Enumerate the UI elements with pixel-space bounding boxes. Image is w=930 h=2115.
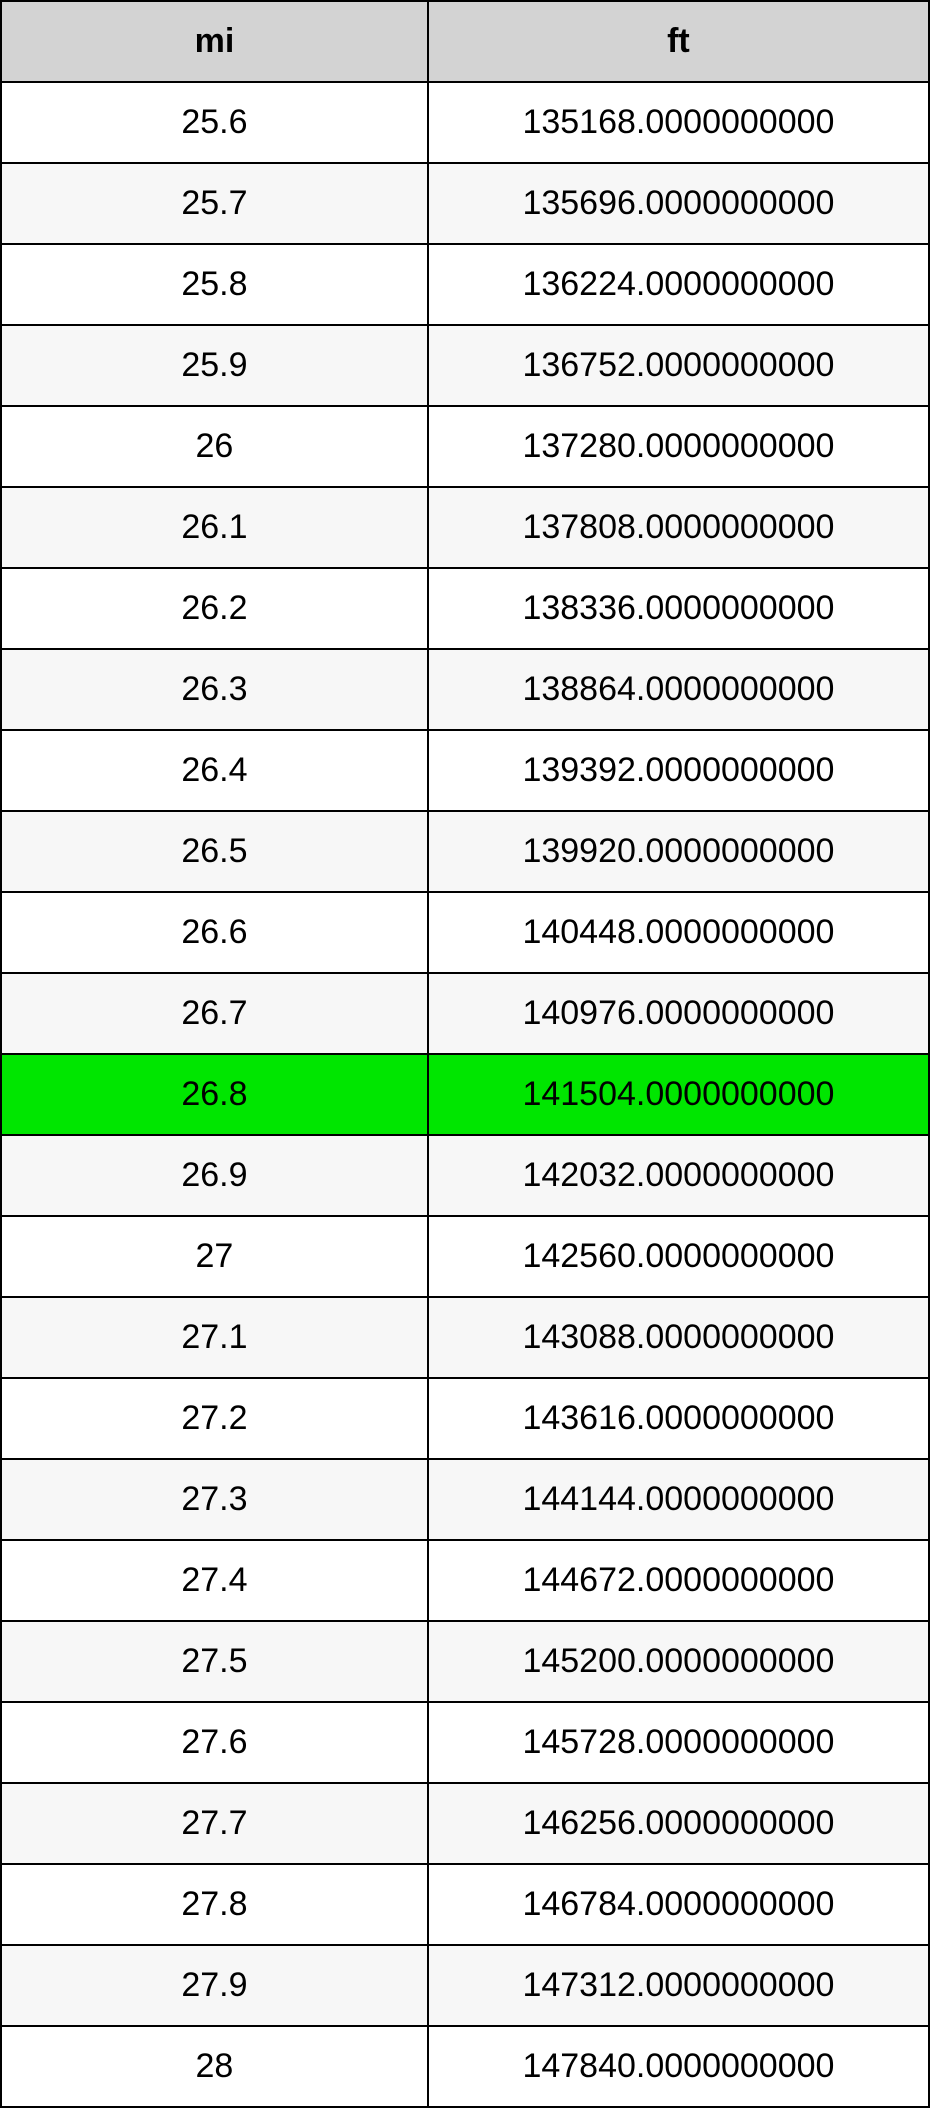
table-row: 26.7140976.0000000000 (1, 973, 929, 1054)
table-row: 26.2138336.0000000000 (1, 568, 929, 649)
cell-ft: 136752.0000000000 (428, 325, 929, 406)
cell-mi: 27.3 (1, 1459, 428, 1540)
cell-mi: 27.9 (1, 1945, 428, 2026)
cell-ft: 138864.0000000000 (428, 649, 929, 730)
table-row: 25.8136224.0000000000 (1, 244, 929, 325)
cell-ft: 147312.0000000000 (428, 1945, 929, 2026)
cell-ft: 145728.0000000000 (428, 1702, 929, 1783)
table-row: 26137280.0000000000 (1, 406, 929, 487)
cell-ft: 144672.0000000000 (428, 1540, 929, 1621)
cell-mi: 27.6 (1, 1702, 428, 1783)
cell-mi: 25.8 (1, 244, 428, 325)
cell-mi: 27.4 (1, 1540, 428, 1621)
table-row: 26.4139392.0000000000 (1, 730, 929, 811)
cell-mi: 25.6 (1, 82, 428, 163)
cell-ft: 146256.0000000000 (428, 1783, 929, 1864)
table-row: 27142560.0000000000 (1, 1216, 929, 1297)
cell-mi: 25.9 (1, 325, 428, 406)
column-header-mi: mi (1, 1, 428, 82)
cell-mi: 26.4 (1, 730, 428, 811)
cell-mi: 27.1 (1, 1297, 428, 1378)
cell-mi: 27.2 (1, 1378, 428, 1459)
table-row: 26.3138864.0000000000 (1, 649, 929, 730)
cell-ft: 139920.0000000000 (428, 811, 929, 892)
table-row: 27.6145728.0000000000 (1, 1702, 929, 1783)
table-row: 27.5145200.0000000000 (1, 1621, 929, 1702)
cell-mi: 26.7 (1, 973, 428, 1054)
cell-ft: 146784.0000000000 (428, 1864, 929, 1945)
conversion-table: mi ft 25.6135168.000000000025.7135696.00… (0, 0, 930, 2108)
table-row: 26.9142032.0000000000 (1, 1135, 929, 1216)
cell-ft: 142032.0000000000 (428, 1135, 929, 1216)
cell-mi: 26.3 (1, 649, 428, 730)
cell-ft: 147840.0000000000 (428, 2026, 929, 2107)
table-row: 27.8146784.0000000000 (1, 1864, 929, 1945)
table-row: 25.9136752.0000000000 (1, 325, 929, 406)
cell-mi: 26.1 (1, 487, 428, 568)
cell-ft: 135168.0000000000 (428, 82, 929, 163)
table-row: 27.9147312.0000000000 (1, 1945, 929, 2026)
table-header-row: mi ft (1, 1, 929, 82)
table-row: 27.1143088.0000000000 (1, 1297, 929, 1378)
cell-ft: 140976.0000000000 (428, 973, 929, 1054)
table-row: 25.7135696.0000000000 (1, 163, 929, 244)
cell-mi: 28 (1, 2026, 428, 2107)
table-row: 28147840.0000000000 (1, 2026, 929, 2107)
cell-ft: 145200.0000000000 (428, 1621, 929, 1702)
cell-ft: 138336.0000000000 (428, 568, 929, 649)
cell-ft: 144144.0000000000 (428, 1459, 929, 1540)
table-row: 26.6140448.0000000000 (1, 892, 929, 973)
cell-ft: 140448.0000000000 (428, 892, 929, 973)
table-row: 26.1137808.0000000000 (1, 487, 929, 568)
table-row: 27.4144672.0000000000 (1, 1540, 929, 1621)
table-row: 26.8141504.0000000000 (1, 1054, 929, 1135)
table-row: 25.6135168.0000000000 (1, 82, 929, 163)
cell-ft: 137280.0000000000 (428, 406, 929, 487)
cell-mi: 26.5 (1, 811, 428, 892)
cell-ft: 139392.0000000000 (428, 730, 929, 811)
cell-ft: 135696.0000000000 (428, 163, 929, 244)
cell-ft: 141504.0000000000 (428, 1054, 929, 1135)
cell-mi: 26.8 (1, 1054, 428, 1135)
cell-mi: 27.8 (1, 1864, 428, 1945)
cell-ft: 143616.0000000000 (428, 1378, 929, 1459)
cell-mi: 26 (1, 406, 428, 487)
cell-ft: 142560.0000000000 (428, 1216, 929, 1297)
cell-mi: 26.6 (1, 892, 428, 973)
cell-ft: 137808.0000000000 (428, 487, 929, 568)
cell-mi: 27 (1, 1216, 428, 1297)
table-row: 27.3144144.0000000000 (1, 1459, 929, 1540)
cell-ft: 136224.0000000000 (428, 244, 929, 325)
cell-mi: 27.5 (1, 1621, 428, 1702)
cell-mi: 25.7 (1, 163, 428, 244)
cell-ft: 143088.0000000000 (428, 1297, 929, 1378)
cell-mi: 26.2 (1, 568, 428, 649)
table-row: 27.2143616.0000000000 (1, 1378, 929, 1459)
table-row: 26.5139920.0000000000 (1, 811, 929, 892)
cell-mi: 26.9 (1, 1135, 428, 1216)
column-header-ft: ft (428, 1, 929, 82)
table-row: 27.7146256.0000000000 (1, 1783, 929, 1864)
cell-mi: 27.7 (1, 1783, 428, 1864)
